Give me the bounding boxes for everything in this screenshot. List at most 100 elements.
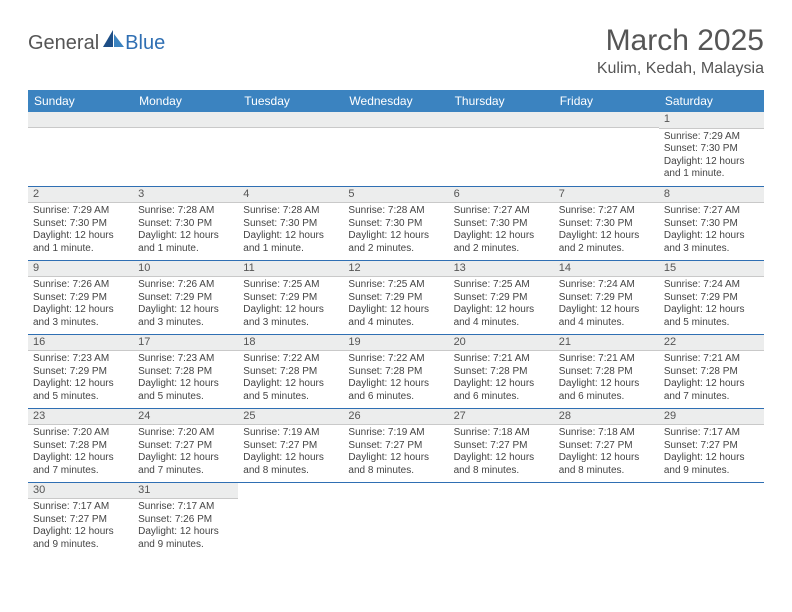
sunrise-text: Sunrise: 7:19 AM [348,427,443,440]
sunrise-text: Sunrise: 7:25 AM [454,279,549,292]
day-body: Sunrise: 7:25 AMSunset: 7:29 PMDaylight:… [343,277,448,332]
day-body: Sunrise: 7:18 AMSunset: 7:27 PMDaylight:… [554,425,659,480]
day-body: Sunrise: 7:20 AMSunset: 7:28 PMDaylight:… [28,425,133,480]
day-body: Sunrise: 7:22 AMSunset: 7:28 PMDaylight:… [238,351,343,406]
day-body: Sunrise: 7:22 AMSunset: 7:28 PMDaylight:… [343,351,448,406]
sunset-text: Sunset: 7:27 PM [33,514,128,527]
sunrise-text: Sunrise: 7:24 AM [559,279,654,292]
sunrise-text: Sunrise: 7:29 AM [33,205,128,218]
day-body: Sunrise: 7:24 AMSunset: 7:29 PMDaylight:… [554,277,659,332]
calendar-cell: 27Sunrise: 7:18 AMSunset: 7:27 PMDayligh… [449,408,554,482]
day-number: 16 [28,335,133,352]
sunrise-text: Sunrise: 7:27 AM [559,205,654,218]
sunset-text: Sunset: 7:30 PM [559,218,654,231]
daylight-text: Daylight: 12 hours and 4 minutes. [348,304,443,329]
day-number: 15 [659,261,764,278]
title-block: March 2025 Kulim, Kedah, Malaysia [597,24,764,78]
day-number: 12 [343,261,448,278]
sunrise-text: Sunrise: 7:29 AM [664,131,759,144]
day-body: Sunrise: 7:21 AMSunset: 7:28 PMDaylight:… [554,351,659,406]
day-body: Sunrise: 7:29 AMSunset: 7:30 PMDaylight:… [28,203,133,258]
sunset-text: Sunset: 7:30 PM [664,218,759,231]
weekday-header: Thursday [449,90,554,112]
day-number: 5 [343,187,448,204]
logo-text-blue: Blue [125,32,165,55]
calendar-cell: 19Sunrise: 7:22 AMSunset: 7:28 PMDayligh… [343,334,448,408]
empty-day-header [28,112,133,128]
day-number: 11 [238,261,343,278]
calendar-week-row: 1Sunrise: 7:29 AMSunset: 7:30 PMDaylight… [28,112,764,186]
daylight-text: Daylight: 12 hours and 1 minute. [33,230,128,255]
daylight-text: Daylight: 12 hours and 4 minutes. [559,304,654,329]
empty-day-header [343,112,448,128]
sunrise-text: Sunrise: 7:22 AM [348,353,443,366]
logo-sail-icon [103,30,125,53]
sunset-text: Sunset: 7:29 PM [348,292,443,305]
calendar-cell: 30Sunrise: 7:17 AMSunset: 7:27 PMDayligh… [28,482,133,556]
daylight-text: Daylight: 12 hours and 5 minutes. [243,378,338,403]
calendar-cell [449,112,554,186]
daylight-text: Daylight: 12 hours and 7 minutes. [664,378,759,403]
day-body: Sunrise: 7:20 AMSunset: 7:27 PMDaylight:… [133,425,238,480]
calendar-week-row: 16Sunrise: 7:23 AMSunset: 7:29 PMDayligh… [28,334,764,408]
daylight-text: Daylight: 12 hours and 6 minutes. [559,378,654,403]
sunrise-text: Sunrise: 7:25 AM [348,279,443,292]
location: Kulim, Kedah, Malaysia [597,60,764,78]
sunset-text: Sunset: 7:30 PM [138,218,233,231]
calendar-cell: 5Sunrise: 7:28 AMSunset: 7:30 PMDaylight… [343,186,448,260]
sunset-text: Sunset: 7:30 PM [243,218,338,231]
calendar-cell [449,482,554,556]
daylight-text: Daylight: 12 hours and 9 minutes. [33,526,128,551]
day-number: 27 [449,409,554,426]
sunset-text: Sunset: 7:28 PM [348,366,443,379]
sunrise-text: Sunrise: 7:20 AM [33,427,128,440]
calendar-cell: 18Sunrise: 7:22 AMSunset: 7:28 PMDayligh… [238,334,343,408]
calendar-cell: 28Sunrise: 7:18 AMSunset: 7:27 PMDayligh… [554,408,659,482]
sunrise-text: Sunrise: 7:28 AM [138,205,233,218]
calendar-cell: 29Sunrise: 7:17 AMSunset: 7:27 PMDayligh… [659,408,764,482]
day-body: Sunrise: 7:23 AMSunset: 7:28 PMDaylight:… [133,351,238,406]
calendar-cell [343,482,448,556]
daylight-text: Daylight: 12 hours and 6 minutes. [348,378,443,403]
sunrise-text: Sunrise: 7:21 AM [664,353,759,366]
sunset-text: Sunset: 7:30 PM [664,143,759,156]
calendar-cell: 6Sunrise: 7:27 AMSunset: 7:30 PMDaylight… [449,186,554,260]
sunset-text: Sunset: 7:27 PM [348,440,443,453]
calendar-cell: 1Sunrise: 7:29 AMSunset: 7:30 PMDaylight… [659,112,764,186]
sunrise-text: Sunrise: 7:22 AM [243,353,338,366]
sunset-text: Sunset: 7:29 PM [454,292,549,305]
daylight-text: Daylight: 12 hours and 3 minutes. [243,304,338,329]
sunrise-text: Sunrise: 7:21 AM [559,353,654,366]
daylight-text: Daylight: 12 hours and 6 minutes. [454,378,549,403]
calendar-week-row: 2Sunrise: 7:29 AMSunset: 7:30 PMDaylight… [28,186,764,260]
sunrise-text: Sunrise: 7:19 AM [243,427,338,440]
sunset-text: Sunset: 7:29 PM [33,292,128,305]
sunset-text: Sunset: 7:27 PM [243,440,338,453]
sunset-text: Sunset: 7:30 PM [454,218,549,231]
sunset-text: Sunset: 7:28 PM [33,440,128,453]
daylight-text: Daylight: 12 hours and 1 minute. [664,156,759,181]
header: General Blue March 2025 Kulim, Kedah, Ma… [28,24,764,78]
sunrise-text: Sunrise: 7:27 AM [664,205,759,218]
weekday-header: Saturday [659,90,764,112]
calendar-cell: 12Sunrise: 7:25 AMSunset: 7:29 PMDayligh… [343,260,448,334]
day-body: Sunrise: 7:21 AMSunset: 7:28 PMDaylight:… [449,351,554,406]
day-body: Sunrise: 7:18 AMSunset: 7:27 PMDaylight:… [449,425,554,480]
logo-text-general: General [28,32,99,55]
weekday-header: Wednesday [343,90,448,112]
calendar-cell [343,112,448,186]
sunrise-text: Sunrise: 7:28 AM [243,205,338,218]
daylight-text: Daylight: 12 hours and 4 minutes. [454,304,549,329]
calendar-cell: 11Sunrise: 7:25 AMSunset: 7:29 PMDayligh… [238,260,343,334]
sunset-text: Sunset: 7:26 PM [138,514,233,527]
day-body: Sunrise: 7:17 AMSunset: 7:27 PMDaylight:… [659,425,764,480]
daylight-text: Daylight: 12 hours and 1 minute. [243,230,338,255]
day-number: 28 [554,409,659,426]
day-number: 7 [554,187,659,204]
day-number: 31 [133,483,238,500]
calendar-body: 1Sunrise: 7:29 AMSunset: 7:30 PMDaylight… [28,112,764,556]
daylight-text: Daylight: 12 hours and 7 minutes. [138,452,233,477]
daylight-text: Daylight: 12 hours and 2 minutes. [454,230,549,255]
sunrise-text: Sunrise: 7:20 AM [138,427,233,440]
day-body: Sunrise: 7:17 AMSunset: 7:27 PMDaylight:… [28,499,133,554]
